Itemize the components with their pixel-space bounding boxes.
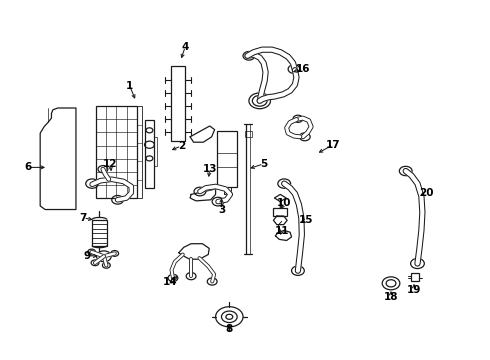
Text: 2: 2 — [178, 141, 185, 151]
Bar — [92, 220, 107, 246]
Text: 12: 12 — [103, 159, 118, 169]
Text: 13: 13 — [202, 164, 217, 174]
Text: 18: 18 — [384, 292, 398, 302]
Text: 4: 4 — [181, 42, 189, 52]
Text: 8: 8 — [226, 324, 233, 334]
Text: 17: 17 — [326, 140, 341, 150]
Bar — [171, 66, 185, 141]
Text: 15: 15 — [299, 215, 314, 225]
Text: 11: 11 — [274, 226, 289, 236]
Text: 6: 6 — [25, 162, 32, 172]
Text: 16: 16 — [295, 64, 310, 74]
Text: 5: 5 — [260, 159, 267, 169]
Bar — [273, 208, 287, 216]
Bar — [217, 131, 237, 187]
Text: 20: 20 — [419, 188, 434, 198]
Bar — [411, 273, 419, 281]
Text: 3: 3 — [218, 204, 225, 215]
Text: 14: 14 — [163, 276, 178, 287]
Text: 9: 9 — [84, 251, 91, 261]
Text: 1: 1 — [126, 81, 133, 91]
Text: 7: 7 — [79, 213, 87, 223]
Text: 19: 19 — [407, 285, 421, 295]
Bar — [96, 106, 137, 198]
Text: 10: 10 — [277, 198, 292, 208]
Bar — [245, 131, 252, 137]
Bar — [137, 106, 142, 198]
Bar — [145, 120, 154, 188]
